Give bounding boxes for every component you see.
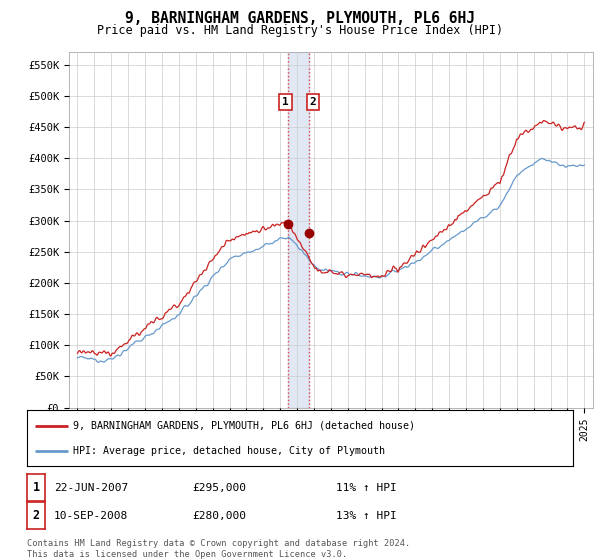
Text: 1: 1 (282, 97, 289, 107)
Text: 13% ↑ HPI: 13% ↑ HPI (336, 511, 397, 521)
Text: HPI: Average price, detached house, City of Plymouth: HPI: Average price, detached house, City… (73, 446, 385, 456)
Text: 9, BARNINGHAM GARDENS, PLYMOUTH, PL6 6HJ (detached house): 9, BARNINGHAM GARDENS, PLYMOUTH, PL6 6HJ… (73, 421, 415, 431)
Text: 22-JUN-2007: 22-JUN-2007 (54, 483, 128, 493)
Text: £295,000: £295,000 (192, 483, 246, 493)
Bar (288, 52, 309, 408)
Text: 1: 1 (32, 481, 40, 494)
Text: 2: 2 (32, 509, 40, 522)
Text: 9, BARNINGHAM GARDENS, PLYMOUTH, PL6 6HJ: 9, BARNINGHAM GARDENS, PLYMOUTH, PL6 6HJ (125, 11, 475, 26)
Text: £280,000: £280,000 (192, 511, 246, 521)
Text: 11% ↑ HPI: 11% ↑ HPI (336, 483, 397, 493)
Text: 2: 2 (310, 97, 317, 107)
Text: Contains HM Land Registry data © Crown copyright and database right 2024.
This d: Contains HM Land Registry data © Crown c… (27, 539, 410, 559)
Text: Price paid vs. HM Land Registry's House Price Index (HPI): Price paid vs. HM Land Registry's House … (97, 24, 503, 36)
Text: 10-SEP-2008: 10-SEP-2008 (54, 511, 128, 521)
